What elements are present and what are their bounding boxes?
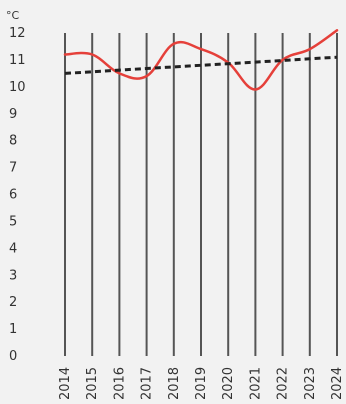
x-tick-label-2016: 2016 — [112, 367, 127, 400]
x-tick-label-2018: 2018 — [167, 367, 182, 400]
x-tick-label-2017: 2017 — [140, 367, 155, 400]
x-tick-label-2022: 2022 — [276, 367, 291, 400]
y-tick-label-8: 8 — [9, 134, 17, 149]
y-tick-label-4: 4 — [9, 241, 17, 256]
series-1-trend-line — [64, 55, 338, 75]
y-tick-label-3: 3 — [9, 268, 17, 283]
x-tick-label-2019: 2019 — [194, 367, 209, 400]
y-tick-label-1: 1 — [9, 322, 17, 337]
y-tick-label-0: 0 — [9, 349, 17, 364]
series-0-line — [63, 29, 339, 91]
series-layer — [63, 29, 339, 91]
x-axis-ticks: 2014 2015 2016 2017 2018 2019 2020 2021 2022 2023… — [58, 367, 345, 400]
x-tick-label-2014: 2014 — [58, 367, 73, 400]
y-tick-label-9: 9 — [9, 107, 17, 122]
y-tick-label-2: 2 — [9, 295, 17, 310]
x-tick-label-2020: 2020 — [221, 367, 236, 400]
x-tick-label-2023: 2023 — [303, 367, 318, 400]
vertical-gridlines — [64, 33, 338, 356]
y-tick-label-10: 10 — [9, 80, 26, 95]
y-tick-label-5: 5 — [9, 214, 17, 229]
x-tick-label-2024: 2024 — [330, 367, 345, 400]
y-tick-label-11: 11 — [9, 53, 26, 68]
y-tick-label-7: 7 — [9, 161, 17, 176]
y-tick-label-12: 12 — [9, 26, 26, 41]
y-tick-label-6: 6 — [9, 188, 17, 203]
x-tick-label-2015: 2015 — [85, 367, 100, 400]
x-tick-label-2021: 2021 — [248, 367, 263, 400]
y-axis-unit-label: °C — [6, 9, 20, 22]
